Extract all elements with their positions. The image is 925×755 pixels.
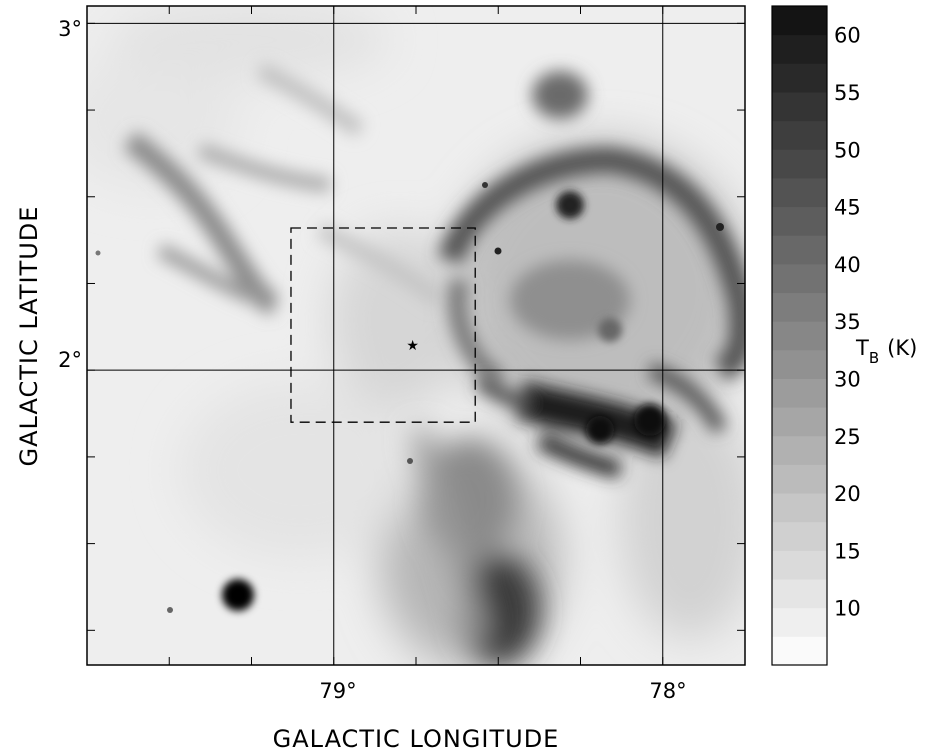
unit-symbol: T (855, 336, 869, 360)
colorbar-band (772, 206, 827, 236)
colorbar-tick-label: 10 (834, 597, 861, 621)
x-tick-label: 78° (649, 679, 686, 703)
colorbar-tick-label: 55 (834, 81, 861, 105)
colorbar-band (772, 292, 827, 322)
colorbar-tick-label: 25 (834, 425, 861, 449)
colorbar-tick-label: 50 (834, 138, 861, 162)
colorbar-band (772, 464, 827, 494)
colorbar-band (772, 91, 827, 122)
unit-subscript: B (869, 349, 879, 367)
colorbar-band (772, 378, 827, 408)
colorbar-band (772, 149, 827, 179)
colorbar-band (772, 120, 827, 150)
colorbar-tick-label: 40 (834, 253, 861, 277)
colorbar-frame (771, 5, 828, 666)
y-tick-label: 3° (58, 17, 82, 41)
y-tick-label: 2° (58, 348, 82, 372)
colorbar-band (772, 435, 827, 465)
colorbar-band (772, 550, 827, 580)
unit-suffix: (K) (887, 336, 917, 360)
colorbar-tick-label: 15 (834, 539, 861, 563)
radio-map-image (87, 6, 745, 665)
colorbar-band (772, 407, 827, 437)
colorbar (772, 6, 827, 666)
star-marker-icon: ★ (406, 338, 419, 354)
colorbar-tick-label: 20 (834, 482, 861, 506)
colorbar-band (772, 63, 827, 93)
colorbar-band (772, 321, 827, 351)
dashed-region-box (290, 227, 476, 423)
colorbar-band (772, 177, 827, 208)
coordinate-grid (87, 6, 745, 665)
x-axis-title: GALACTIC LONGITUDE (273, 725, 560, 753)
frame-ticks (87, 6, 746, 665)
colorbar-band (772, 579, 827, 609)
colorbar-tick-label: 45 (834, 196, 861, 220)
y-axis-title: GALACTIC LATITUDE (15, 206, 43, 467)
colorbar-band (772, 6, 827, 36)
colorbar-band (772, 607, 827, 637)
colorbar-band (772, 636, 827, 666)
colorbar-tick-label: 30 (834, 367, 861, 391)
colorbar-tick-labels: 60 55 50 45 40 35 30 25 20 15 10 (834, 24, 861, 621)
colorbar-band (772, 34, 827, 64)
colorbar-unit-label: TB (K) (855, 336, 917, 367)
x-tick-label: 79° (319, 679, 356, 703)
colorbar-band (772, 263, 827, 294)
colorbar-tick-label: 35 (834, 310, 861, 334)
colorbar-tick-label: 60 (834, 24, 861, 48)
colorbar-band (772, 349, 827, 379)
colorbar-band (772, 521, 827, 551)
colorbar-band (772, 493, 827, 523)
colorbar-band (772, 235, 827, 265)
